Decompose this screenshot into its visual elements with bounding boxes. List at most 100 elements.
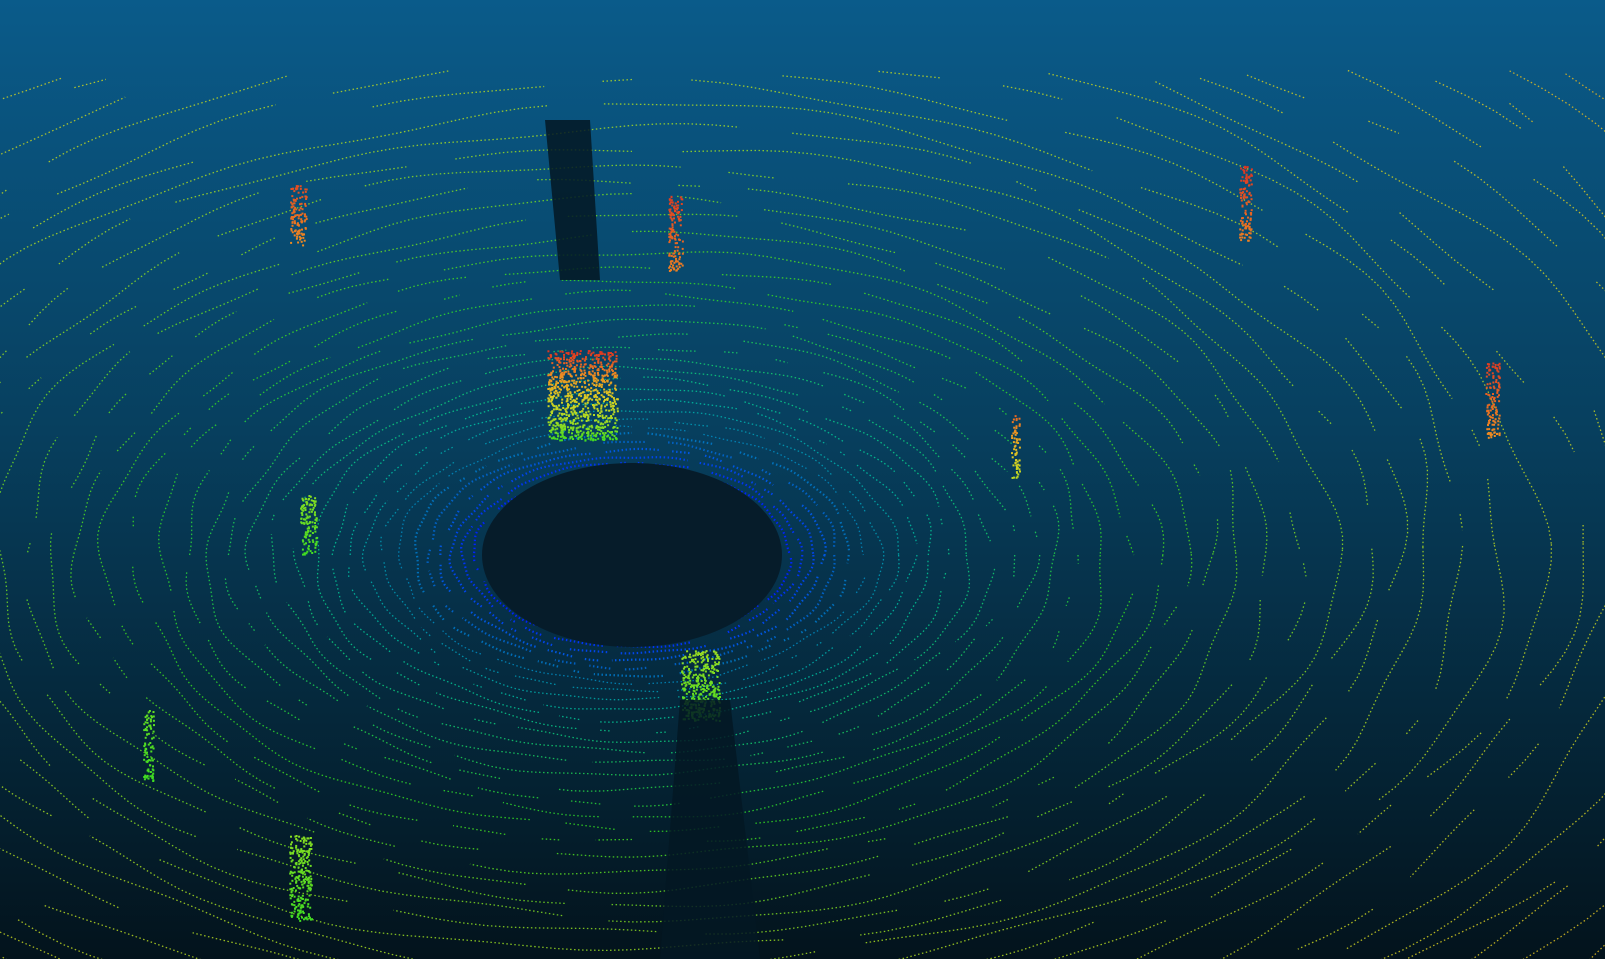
scan-ring bbox=[158, 289, 1102, 818]
cloud-point bbox=[292, 210, 295, 213]
cloud-point bbox=[567, 406, 570, 409]
cloud-point bbox=[602, 375, 605, 378]
cloud-point bbox=[555, 422, 558, 424]
cloud-point bbox=[307, 516, 310, 519]
cloud-point bbox=[1016, 475, 1019, 478]
cloud-point bbox=[706, 656, 709, 659]
cloud-point bbox=[292, 218, 294, 221]
scanned-object bbox=[668, 195, 684, 272]
cloud-point bbox=[1497, 420, 1500, 423]
cloud-point bbox=[303, 552, 306, 555]
cloud-point bbox=[1248, 193, 1251, 196]
cloud-point bbox=[565, 381, 568, 384]
cloud-point bbox=[550, 431, 553, 434]
cloud-point bbox=[578, 389, 581, 391]
cloud-point bbox=[691, 658, 693, 661]
cloud-point bbox=[147, 743, 150, 746]
cloud-point bbox=[299, 196, 302, 199]
cloud-point bbox=[1018, 468, 1021, 471]
cloud-point bbox=[550, 372, 553, 375]
cloud-point bbox=[1495, 413, 1498, 416]
cloud-point bbox=[1246, 196, 1249, 199]
cloud-point bbox=[608, 368, 611, 371]
cloud-point bbox=[298, 855, 301, 858]
cloud-point bbox=[290, 871, 293, 874]
cloud-point bbox=[608, 370, 611, 373]
cloud-point bbox=[300, 848, 303, 851]
cloud-point bbox=[600, 410, 603, 413]
cloud-point bbox=[293, 895, 296, 898]
cloud-point bbox=[603, 388, 606, 391]
cloud-point bbox=[150, 746, 153, 749]
cloud-point bbox=[600, 407, 603, 410]
cloud-point bbox=[302, 233, 305, 236]
cloud-point bbox=[585, 411, 588, 414]
cloud-point bbox=[143, 758, 146, 761]
cloud-point bbox=[1016, 466, 1019, 469]
cloud-point bbox=[564, 395, 567, 398]
cloud-point bbox=[1493, 403, 1495, 406]
cloud-point bbox=[602, 423, 605, 426]
scan-ring bbox=[397, 425, 866, 685]
cloud-point bbox=[1486, 409, 1489, 412]
cloud-point bbox=[1498, 400, 1501, 403]
cloud-point bbox=[309, 530, 312, 533]
cloud-point bbox=[144, 721, 147, 724]
cloud-point bbox=[596, 369, 599, 372]
cloud-point bbox=[609, 391, 612, 394]
cloud-point bbox=[290, 846, 292, 849]
cloud-point bbox=[291, 224, 294, 227]
cloud-point bbox=[689, 656, 692, 659]
cloud-point bbox=[699, 685, 702, 688]
cloud-point bbox=[592, 404, 594, 406]
cloud-point bbox=[679, 256, 681, 259]
cloud-point bbox=[599, 351, 602, 353]
cloud-point bbox=[1246, 180, 1249, 183]
cloud-point bbox=[307, 903, 310, 906]
cloud-point bbox=[301, 497, 304, 500]
cloud-point bbox=[295, 889, 297, 892]
cloud-point bbox=[576, 422, 579, 425]
cloud-point bbox=[310, 499, 313, 502]
cloud-point bbox=[689, 685, 692, 688]
cloud-point bbox=[600, 379, 603, 382]
cloud-point bbox=[302, 912, 305, 914]
cloud-point bbox=[314, 497, 317, 500]
cloud-point bbox=[1240, 239, 1243, 242]
cloud-point bbox=[1240, 179, 1243, 182]
cloud-point bbox=[710, 682, 712, 685]
cloud-point bbox=[152, 730, 155, 733]
cloud-point bbox=[296, 232, 298, 235]
cloud-point bbox=[315, 519, 318, 522]
cloud-point bbox=[1242, 224, 1245, 227]
cloud-point bbox=[309, 916, 311, 919]
cloud-point bbox=[595, 426, 598, 429]
cloud-point bbox=[1496, 391, 1499, 394]
cloud-point bbox=[299, 862, 302, 865]
cloud-point bbox=[571, 432, 573, 435]
cloud-point bbox=[593, 365, 596, 368]
cloud-point bbox=[562, 367, 564, 370]
cloud-point bbox=[1015, 476, 1018, 479]
cloud-point bbox=[299, 911, 302, 914]
cloud-point bbox=[583, 373, 586, 376]
cloud-point bbox=[574, 354, 576, 357]
cloud-point bbox=[295, 835, 298, 837]
cloud-point bbox=[302, 499, 305, 502]
cloud-point bbox=[554, 392, 557, 395]
cloud-point bbox=[602, 356, 605, 359]
cloud-point bbox=[299, 919, 302, 922]
cloud-point bbox=[309, 880, 312, 883]
cloud-point bbox=[1016, 460, 1019, 463]
cloud-point bbox=[1245, 175, 1248, 178]
cloud-point bbox=[1250, 168, 1253, 171]
cloud-point bbox=[673, 207, 676, 210]
cloud-point bbox=[295, 880, 298, 883]
cloud-point bbox=[569, 421, 572, 424]
cloud-point bbox=[310, 884, 313, 887]
cloud-point bbox=[1244, 222, 1247, 225]
cloud-point bbox=[603, 380, 605, 382]
cloud-point bbox=[708, 667, 710, 670]
